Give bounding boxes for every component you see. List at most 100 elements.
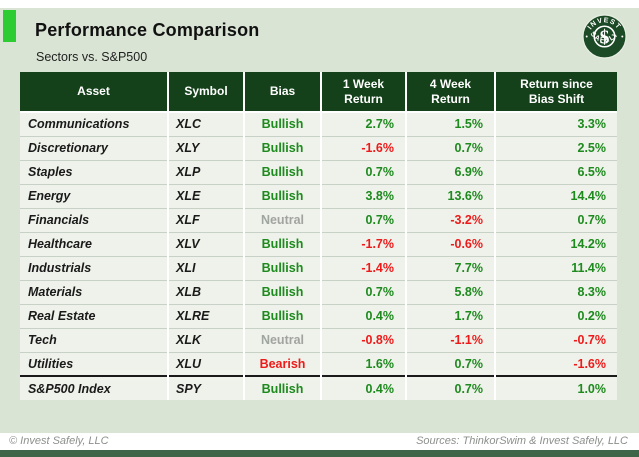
symbol-cell: XLB — [167, 279, 244, 304]
one-week-return-cell: 1.6% — [320, 351, 406, 376]
asset-cell: Energy — [20, 183, 168, 208]
bias-cell: Bearish — [243, 351, 321, 376]
bias-cell: Bullish — [243, 135, 321, 160]
symbol-cell: XLF — [167, 207, 244, 232]
table-row: Staples XLP Bullish 0.7% 6.9% 6.5% — [20, 159, 617, 184]
return-since-shift-cell: -1.6% — [494, 351, 617, 376]
copyright-text: © Invest Safely, LLC — [9, 435, 109, 447]
four-week-return-cell: -0.6% — [405, 231, 495, 256]
bottom-green-bar — [0, 450, 639, 457]
return-since-shift-cell: 3.3% — [494, 112, 617, 136]
asset-cell: Discretionary — [20, 135, 168, 160]
asset-cell: Industrials — [20, 255, 168, 280]
table-header-row: Asset Symbol Bias 1 Week Return 4 Week Retur… — [20, 72, 617, 113]
symbol-cell: XLY — [167, 135, 244, 160]
four-week-return-cell: 7.7% — [405, 255, 495, 280]
return-since-shift-cell: 0.2% — [494, 303, 617, 328]
table-row: Energy XLE Bullish 3.8% 13.6% 14.4% — [20, 183, 617, 208]
column-header-w1: 1 Week Return — [320, 72, 406, 113]
bias-cell: Bullish — [243, 231, 321, 256]
four-week-return-cell: 6.9% — [405, 159, 495, 184]
return-since-shift-cell: 1.0% — [494, 375, 617, 400]
bias-cell: Bullish — [243, 183, 321, 208]
symbol-cell: XLK — [167, 327, 244, 352]
asset-cell: Materials — [20, 279, 168, 304]
four-week-return-cell: 1.7% — [405, 303, 495, 328]
four-week-return-cell: 1.5% — [405, 112, 495, 136]
one-week-return-cell: 3.8% — [320, 183, 406, 208]
return-since-shift-cell: 14.4% — [494, 183, 617, 208]
symbol-cell: XLV — [167, 231, 244, 256]
bias-cell: Bullish — [243, 112, 321, 136]
one-week-return-cell: 0.7% — [320, 159, 406, 184]
symbol-cell: SPY — [167, 375, 244, 400]
table-row: Communications XLC Bullish 2.7% 1.5% 3.3% — [20, 112, 617, 136]
one-week-return-cell: 0.4% — [320, 303, 406, 328]
symbol-cell: XLP — [167, 159, 244, 184]
one-week-return-cell: 0.4% — [320, 375, 406, 400]
one-week-return-cell: -1.6% — [320, 135, 406, 160]
invest-safely-logo: INVEST SAFELY $ — [582, 14, 627, 59]
column-header-since: Return since Bias Shift — [494, 72, 617, 113]
table-row: Materials XLB Bullish 0.7% 5.8% 8.3% — [20, 279, 617, 304]
table-row: Industrials XLI Bullish -1.4% 7.7% 11.4% — [20, 255, 617, 280]
table-row: Tech XLK Neutral -0.8% -1.1% -0.7% — [20, 327, 617, 352]
bias-cell: Bullish — [243, 255, 321, 280]
return-since-shift-cell: 6.5% — [494, 159, 617, 184]
logo-dollar-icon: $ — [600, 27, 610, 48]
table-row: Discretionary XLY Bullish -1.6% 0.7% 2.5% — [20, 135, 617, 160]
four-week-return-cell: 0.7% — [405, 351, 495, 376]
four-week-return-cell: 5.8% — [405, 279, 495, 304]
table-row: S&P500 Index SPY Bullish 0.4% 0.7% 1.0% — [20, 375, 617, 400]
bias-cell: Bullish — [243, 303, 321, 328]
one-week-return-cell: -0.8% — [320, 327, 406, 352]
return-since-shift-cell: 8.3% — [494, 279, 617, 304]
asset-cell: Utilities — [20, 351, 168, 376]
column-header-symbol: Symbol — [167, 72, 244, 113]
accent-square — [3, 10, 16, 42]
return-since-shift-cell: 14.2% — [494, 231, 617, 256]
one-week-return-cell: -1.7% — [320, 231, 406, 256]
column-header-w4: 4 Week Return — [405, 72, 495, 113]
four-week-return-cell: -1.1% — [405, 327, 495, 352]
table-row: Utilities XLU Bearish 1.6% 0.7% -1.6% — [20, 351, 617, 376]
bias-cell: Neutral — [243, 327, 321, 352]
return-since-shift-cell: -0.7% — [494, 327, 617, 352]
bias-cell: Bullish — [243, 279, 321, 304]
table-row: Financials XLF Neutral 0.7% -3.2% 0.7% — [20, 207, 617, 232]
asset-cell: S&P500 Index — [20, 375, 168, 400]
symbol-cell: XLI — [167, 255, 244, 280]
table-row: Healthcare XLV Bullish -1.7% -0.6% 14.2% — [20, 231, 617, 256]
sources-text: Sources: ThinkorSwim & Invest Safely, LL… — [416, 435, 628, 447]
four-week-return-cell: -3.2% — [405, 207, 495, 232]
table-body: Communications XLC Bullish 2.7% 1.5% 3.3% Disc… — [20, 112, 617, 400]
symbol-cell: XLC — [167, 112, 244, 136]
one-week-return-cell: 0.7% — [320, 279, 406, 304]
column-header-bias: Bias — [243, 72, 321, 113]
performance-table: Asset Symbol Bias 1 Week Return 4 Week Retur… — [20, 72, 617, 400]
bias-cell: Bullish — [243, 159, 321, 184]
header-area: Performance Comparison Sectors vs. S&P50… — [0, 8, 639, 433]
bias-cell: Bullish — [243, 375, 321, 400]
column-header-asset: Asset — [20, 72, 168, 113]
return-since-shift-cell: 2.5% — [494, 135, 617, 160]
return-since-shift-cell: 0.7% — [494, 207, 617, 232]
asset-cell: Staples — [20, 159, 168, 184]
symbol-cell: XLRE — [167, 303, 244, 328]
asset-cell: Communications — [20, 112, 168, 136]
one-week-return-cell: 0.7% — [320, 207, 406, 232]
logo-dot-right — [621, 35, 624, 38]
performance-table-container: Asset Symbol Bias 1 Week Return 4 Week Retur… — [20, 72, 617, 400]
one-week-return-cell: 2.7% — [320, 112, 406, 136]
four-week-return-cell: 0.7% — [405, 375, 495, 400]
four-week-return-cell: 13.6% — [405, 183, 495, 208]
logo-outer-circle — [582, 14, 627, 59]
page-title: Performance Comparison — [35, 20, 260, 40]
page-subtitle: Sectors vs. S&P500 — [36, 50, 148, 64]
logo-dot-left — [585, 35, 588, 38]
logo-inner-ring — [593, 25, 616, 48]
footer: © Invest Safely, LLC Sources: ThinkorSwi… — [0, 433, 639, 450]
table-row: Real Estate XLRE Bullish 0.4% 1.7% 0.2% — [20, 303, 617, 328]
four-week-return-cell: 0.7% — [405, 135, 495, 160]
asset-cell: Healthcare — [20, 231, 168, 256]
